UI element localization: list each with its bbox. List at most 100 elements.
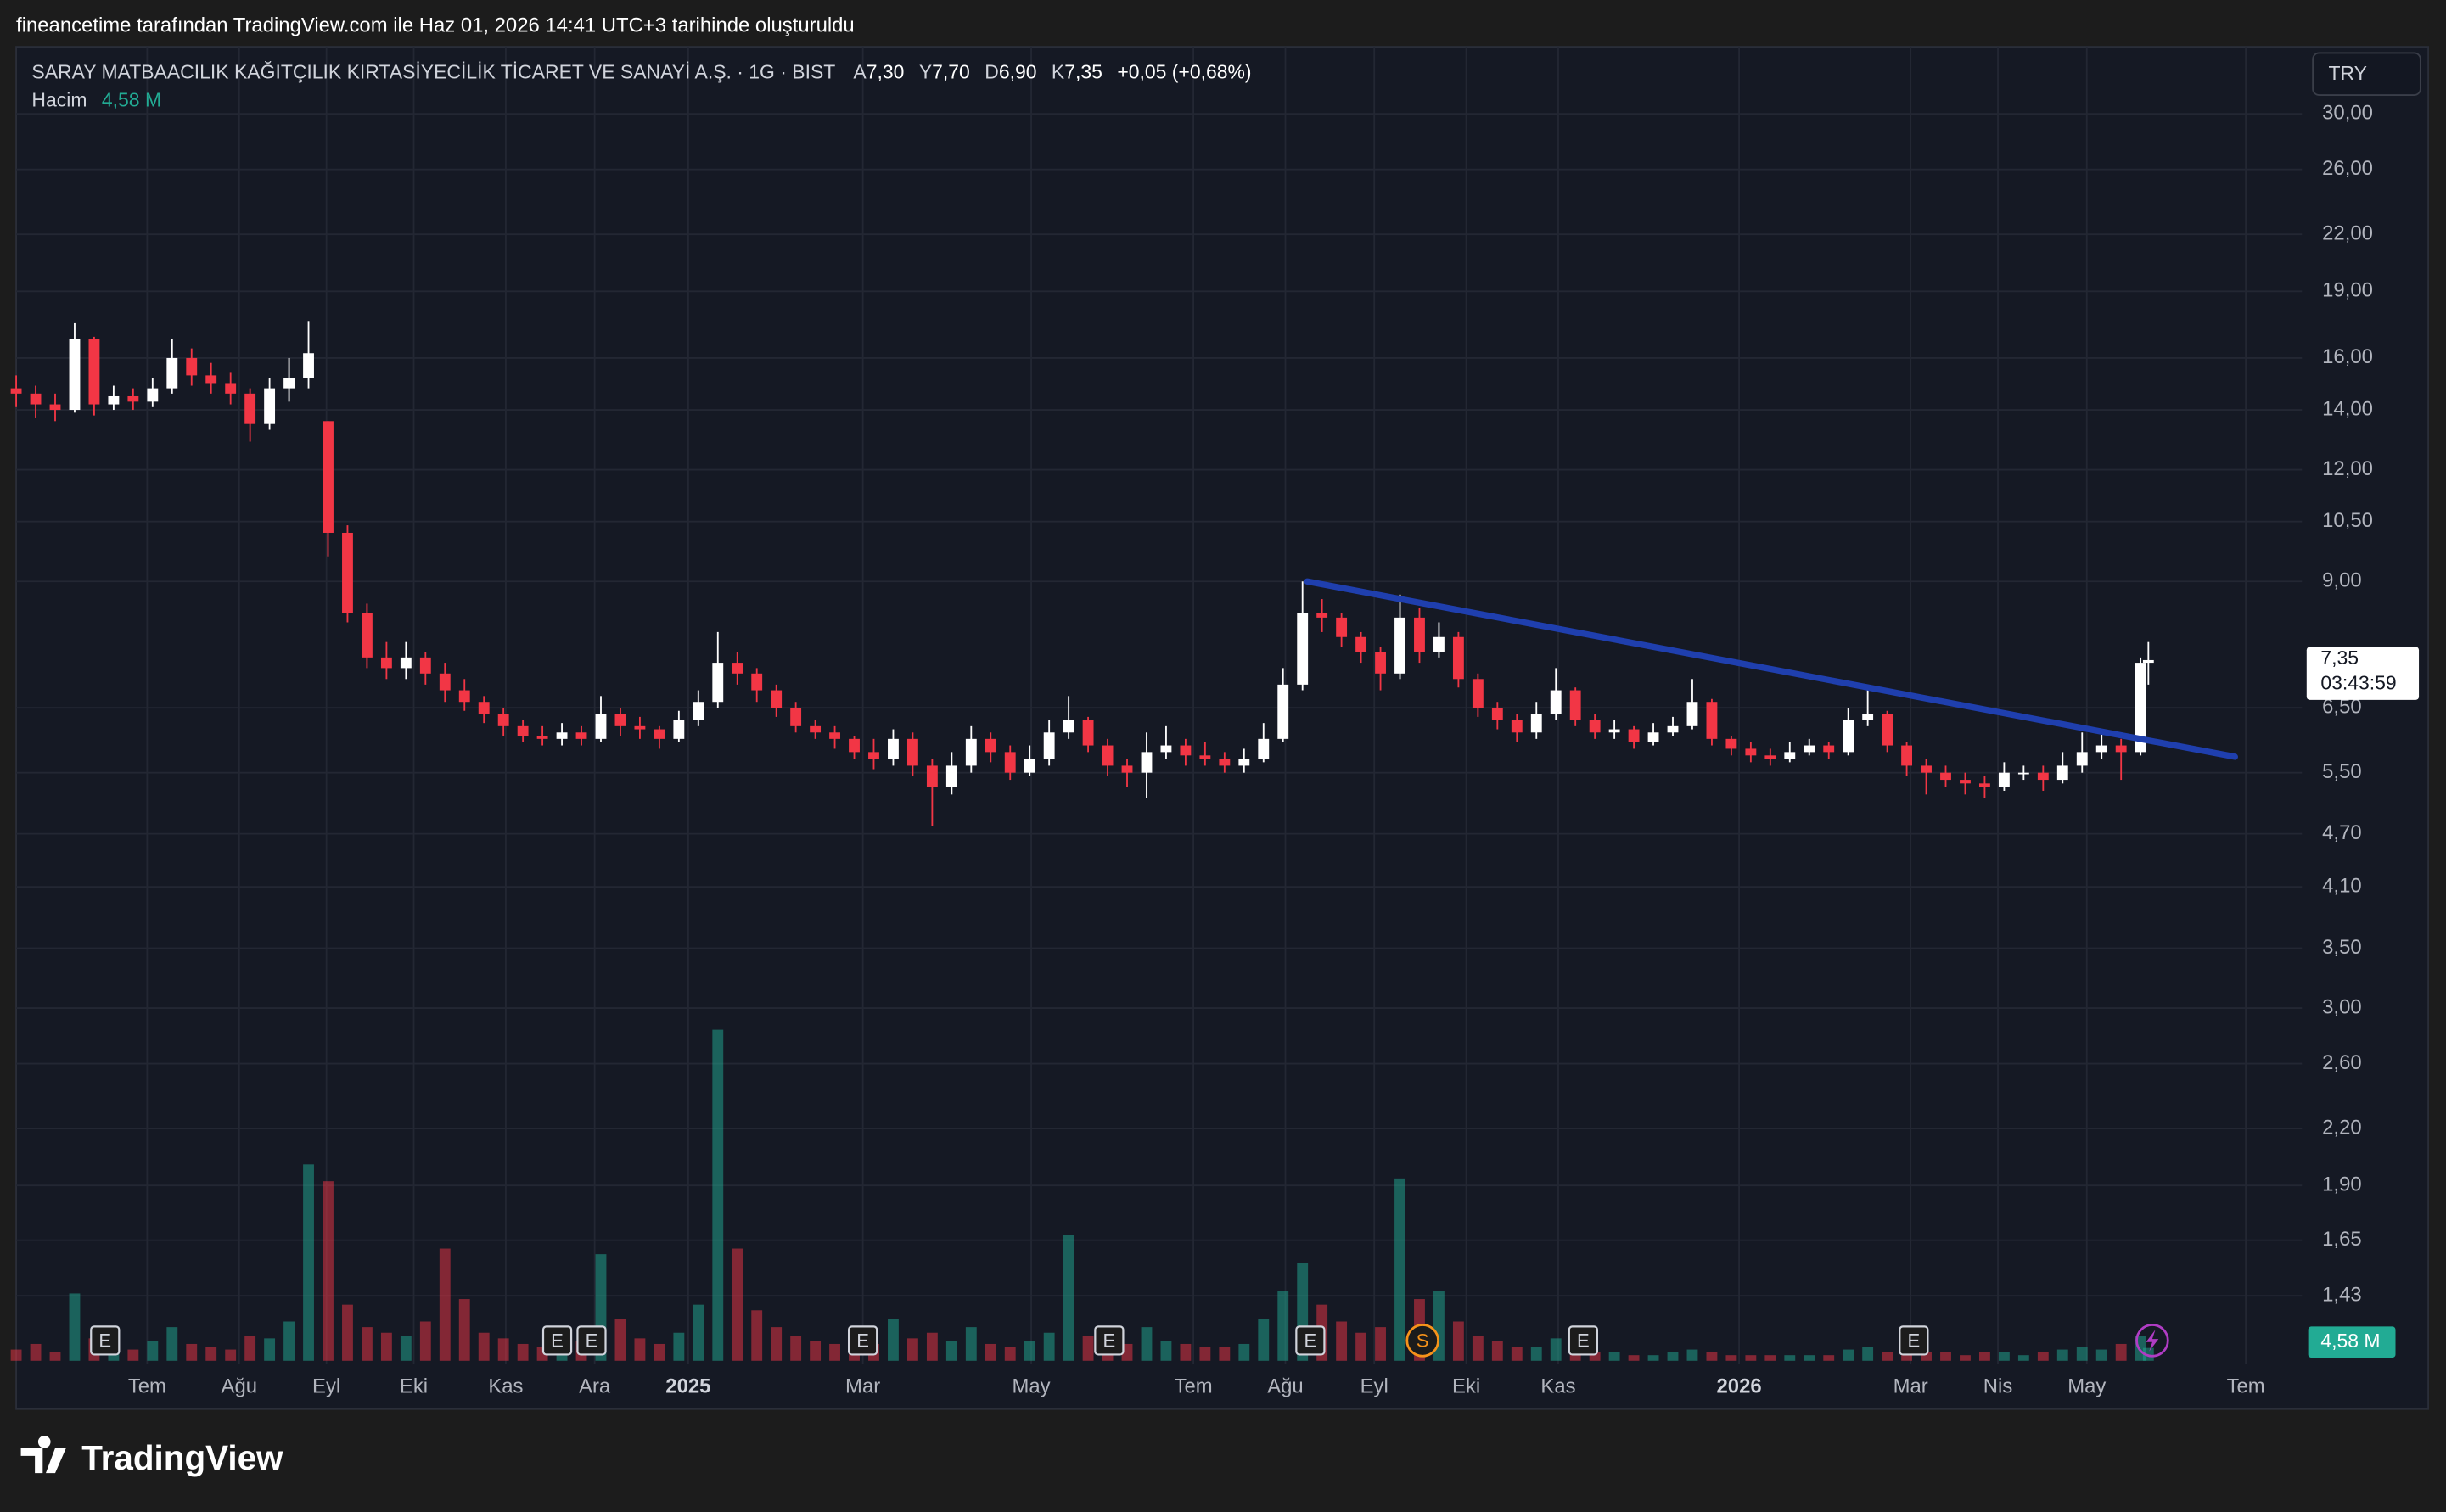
volume-bar: [1491, 1341, 1503, 1361]
candle-body: [1940, 772, 1951, 781]
candle-body: [2115, 745, 2127, 753]
volume-bar: [1160, 1341, 1172, 1361]
event-icon[interactable]: [1295, 1325, 1326, 1356]
candle-body: [1082, 720, 1094, 746]
volume-bar: [1082, 1336, 1094, 1361]
volume-bar: [693, 1304, 704, 1361]
event-icon[interactable]: [1899, 1325, 1929, 1356]
event-label: E: [586, 1330, 598, 1352]
candle-body: [1979, 783, 1990, 787]
volume-bar: [732, 1248, 743, 1361]
event-icon[interactable]: [541, 1325, 573, 1356]
volume-bar: [1004, 1347, 1016, 1361]
candle-body: [693, 702, 704, 720]
candle-body: [1043, 732, 1055, 759]
candle-body: [2142, 659, 2154, 664]
x-tick-label: 2026: [1717, 1375, 1762, 1397]
ohlc-value: 6,90: [999, 60, 1037, 82]
volume-bar: [380, 1332, 392, 1361]
candle-body: [127, 395, 139, 402]
volume-bar: [1960, 1355, 1971, 1361]
candle-body: [439, 673, 451, 691]
candle-body: [1647, 732, 1659, 742]
volume-bar: [497, 1338, 509, 1361]
event-icon[interactable]: [1568, 1325, 1599, 1356]
ohlc-value: 7,30: [867, 60, 905, 82]
candle-body: [2056, 765, 2068, 781]
volume-bar: [1452, 1321, 1464, 1361]
candle-body: [458, 690, 470, 703]
candle-body: [225, 383, 237, 394]
change: +0,05 (+0,68%): [1117, 60, 1251, 82]
volume-bar: [1394, 1178, 1405, 1361]
candle-body: [1921, 765, 1932, 773]
volume-bar: [2095, 1349, 2107, 1361]
candle-body: [810, 725, 822, 733]
volume-bar: [888, 1319, 899, 1361]
y-tick-label: 14,00: [2322, 397, 2373, 420]
candle-body: [1063, 720, 1074, 733]
x-tick-label: Eki: [400, 1375, 428, 1397]
chart-pane: [15, 46, 2430, 1410]
candle-body: [2076, 752, 2088, 766]
candle-body: [88, 339, 100, 405]
chart-title: SARAY MATBAACILIK KAĞITÇILIK KIRTASİYECİ…: [31, 60, 835, 82]
volume-bar: [478, 1332, 490, 1361]
x-tick-label: Tem: [128, 1375, 166, 1397]
candle-body: [2017, 772, 2029, 775]
volume-bar: [673, 1332, 685, 1361]
volume-bar: [244, 1336, 256, 1361]
candle-body: [283, 378, 295, 389]
candle-body: [380, 657, 392, 669]
candle-body: [264, 388, 276, 424]
x-tick-label: Nis: [1983, 1375, 2013, 1397]
candle-body: [1764, 755, 1776, 759]
candle-body: [1102, 745, 1114, 766]
volume-bar: [127, 1349, 139, 1361]
symbol-legend: SARAY MATBAACILIK KAĞITÇILIK KIRTASİYECİ…: [31, 60, 1251, 82]
volume-bar: [1238, 1343, 1250, 1361]
volume-bar: [10, 1349, 22, 1361]
volume-bar: [2017, 1355, 2029, 1361]
candle-body: [1569, 690, 1581, 720]
candle-body: [1589, 720, 1601, 733]
ohlc-value: 7,70: [932, 60, 970, 82]
volume-bar: [1277, 1291, 1289, 1361]
candle-body: [1998, 772, 2010, 787]
candle-body: [1530, 714, 1542, 733]
event-icon[interactable]: [847, 1325, 878, 1356]
lightning-icon[interactable]: [2135, 1324, 2169, 1358]
volume-legend: Hacim 4,58 M: [31, 88, 161, 110]
x-tick-label: Ağu: [222, 1375, 257, 1397]
volume-bar: [654, 1343, 665, 1361]
volume-bar: [1530, 1347, 1542, 1361]
currency-button[interactable]: [2312, 52, 2421, 96]
event-icon[interactable]: [1405, 1324, 1439, 1358]
volume-bar: [1141, 1327, 1153, 1361]
event-label: E: [856, 1330, 869, 1352]
candle-body: [1433, 636, 1445, 652]
candle-body: [30, 393, 42, 405]
event-icon[interactable]: [1094, 1325, 1125, 1356]
y-tick-label: 22,00: [2322, 221, 2373, 244]
currency[interactable]: TRY: [2329, 62, 2368, 84]
volume-bar: [634, 1338, 646, 1361]
candle-body: [303, 353, 314, 378]
candle-body: [1882, 714, 1893, 746]
event-label: E: [1103, 1330, 1116, 1352]
event-icon[interactable]: [576, 1325, 607, 1356]
candle-body: [1336, 617, 1348, 637]
candle-body: [654, 729, 665, 739]
candle-body: [1901, 745, 1913, 766]
event-icon[interactable]: [90, 1325, 121, 1356]
candle-body: [1784, 752, 1796, 759]
candle-body: [166, 357, 178, 389]
volume-bar: [303, 1164, 314, 1361]
volume-bar: [2076, 1347, 2088, 1361]
volume-bar: [2037, 1352, 2049, 1361]
volume-bar: [1706, 1352, 1718, 1361]
candle-body: [945, 765, 957, 787]
y-tick-label: 9,00: [2322, 569, 2361, 592]
volume-bar: [1199, 1347, 1211, 1361]
